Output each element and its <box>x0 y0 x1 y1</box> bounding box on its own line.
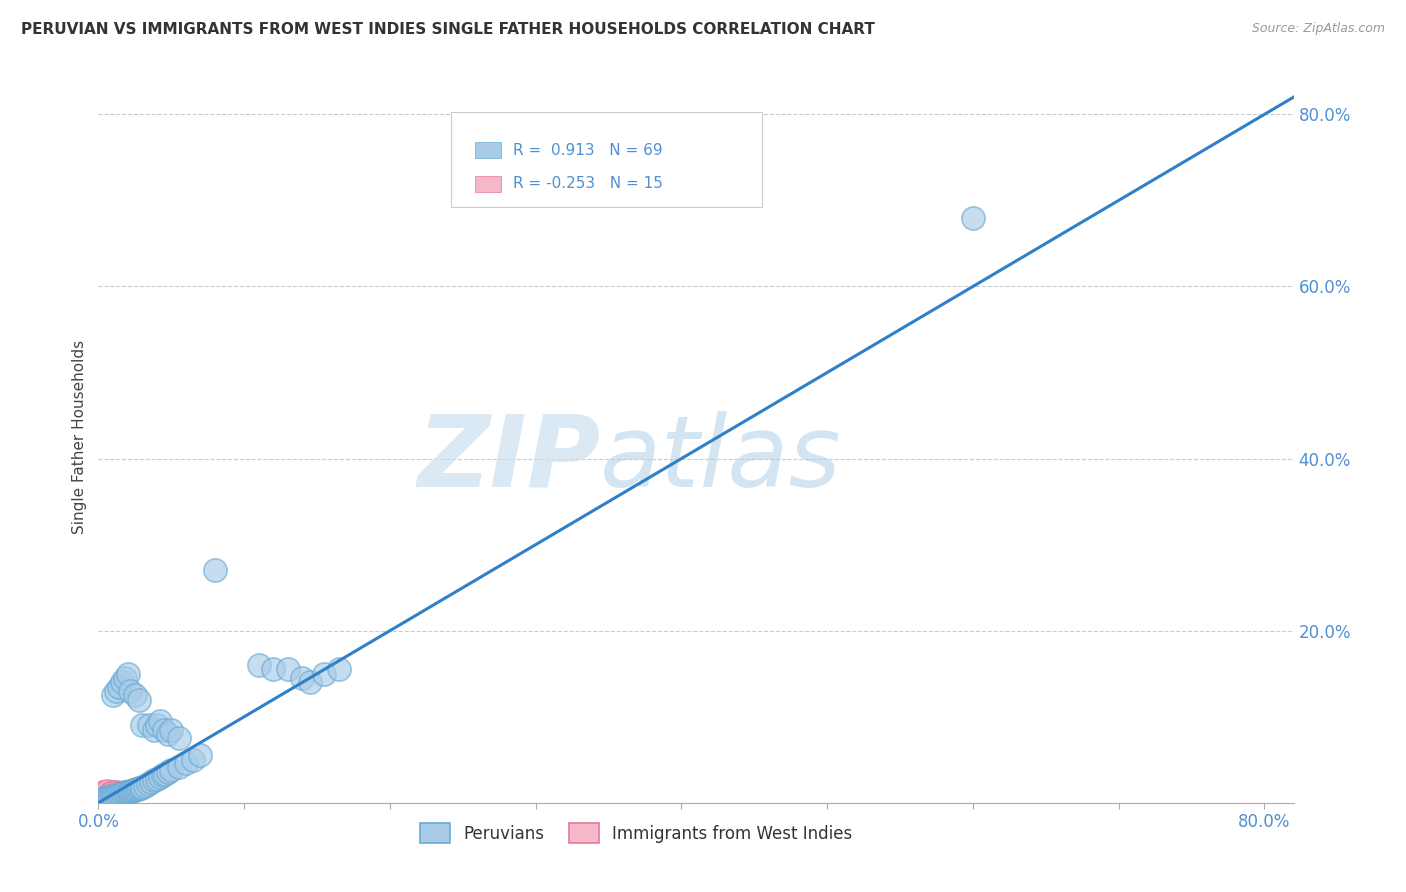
Point <box>328 662 350 676</box>
Point <box>125 782 148 797</box>
Point <box>111 675 134 690</box>
Point <box>91 791 114 805</box>
Point <box>124 688 146 702</box>
Point <box>131 780 153 795</box>
Text: R =  0.913   N = 69: R = 0.913 N = 69 <box>513 143 662 158</box>
Point <box>101 789 124 803</box>
Point <box>145 718 167 732</box>
Point <box>131 718 153 732</box>
Point <box>122 783 145 797</box>
Point <box>120 783 142 797</box>
Point <box>104 789 127 803</box>
Point <box>104 684 127 698</box>
Point <box>142 773 165 788</box>
Point <box>160 723 183 737</box>
Point <box>157 764 180 779</box>
Point <box>152 768 174 782</box>
Text: R = -0.253   N = 15: R = -0.253 N = 15 <box>513 177 664 191</box>
Point <box>121 783 143 797</box>
Point <box>93 791 115 805</box>
Point <box>101 688 124 702</box>
Point <box>105 784 128 798</box>
Point <box>94 789 117 803</box>
Point <box>149 770 172 784</box>
Text: PERUVIAN VS IMMIGRANTS FROM WEST INDIES SINGLE FATHER HOUSEHOLDS CORRELATION CHA: PERUVIAN VS IMMIGRANTS FROM WEST INDIES … <box>21 22 875 37</box>
Point <box>124 783 146 797</box>
Point <box>298 675 321 690</box>
Point <box>314 666 336 681</box>
Point <box>110 787 132 801</box>
Point <box>134 779 156 793</box>
Point <box>291 671 314 685</box>
Point <box>247 658 270 673</box>
Text: Source: ZipAtlas.com: Source: ZipAtlas.com <box>1251 22 1385 36</box>
Point <box>120 684 142 698</box>
Point <box>117 784 139 798</box>
Point <box>98 789 121 804</box>
Point <box>128 692 150 706</box>
Point <box>103 789 125 803</box>
Point <box>190 748 212 763</box>
Point <box>115 785 138 799</box>
Point <box>111 786 134 800</box>
Y-axis label: Single Father Households: Single Father Households <box>72 340 87 534</box>
Point <box>104 788 127 802</box>
Point <box>277 662 299 676</box>
Point <box>204 564 226 578</box>
Point <box>139 775 162 789</box>
Point <box>127 782 149 797</box>
Point <box>105 788 128 802</box>
Point <box>167 731 190 746</box>
Point <box>157 727 180 741</box>
Point <box>112 787 135 801</box>
Point <box>129 781 152 796</box>
Text: atlas: atlas <box>600 410 842 508</box>
FancyBboxPatch shape <box>475 176 501 192</box>
Legend: Peruvians, Immigrants from West Indies: Peruvians, Immigrants from West Indies <box>413 817 859 849</box>
Point <box>153 723 176 737</box>
Point <box>100 789 122 804</box>
Point <box>101 785 124 799</box>
Point <box>112 786 135 800</box>
Point <box>128 781 150 796</box>
Point <box>97 788 120 802</box>
Point <box>108 680 131 694</box>
Point <box>145 772 167 786</box>
Point <box>98 786 121 800</box>
Point <box>108 787 131 801</box>
Point <box>114 671 136 685</box>
Point <box>118 784 141 798</box>
Point <box>117 666 139 681</box>
Point <box>149 714 172 728</box>
Point <box>110 786 132 800</box>
Point <box>181 753 204 767</box>
Point <box>138 718 160 732</box>
Point <box>93 787 115 801</box>
Point <box>174 756 197 771</box>
Point <box>103 787 125 801</box>
Point <box>114 785 136 799</box>
Point <box>91 785 114 799</box>
Point <box>108 788 131 802</box>
Text: ZIP: ZIP <box>418 410 600 508</box>
Point <box>962 211 984 225</box>
Point <box>96 783 118 797</box>
FancyBboxPatch shape <box>451 112 762 207</box>
Point <box>167 759 190 773</box>
Point <box>142 723 165 737</box>
Point <box>160 763 183 777</box>
Point <box>111 789 134 804</box>
Point <box>94 790 117 805</box>
Point <box>97 789 120 804</box>
Point <box>136 777 159 791</box>
FancyBboxPatch shape <box>475 143 501 159</box>
Point <box>262 662 284 676</box>
Point <box>96 790 118 805</box>
Point <box>155 766 177 780</box>
Point <box>100 789 122 803</box>
